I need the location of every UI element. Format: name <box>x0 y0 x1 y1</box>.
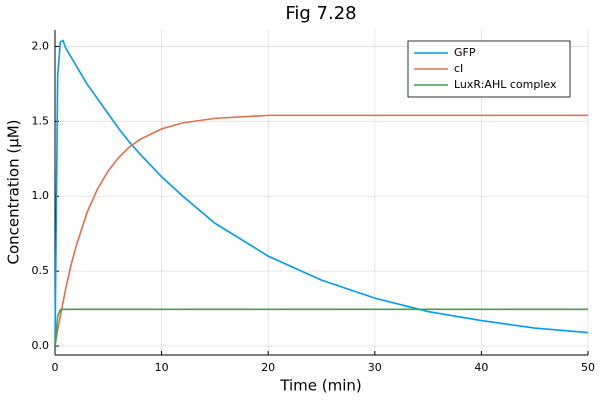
x-tick-label: 0 <box>52 361 59 374</box>
y-axis-label: Concentration (μM) <box>5 119 23 264</box>
legend-label: LuxR:AHL complex <box>454 78 557 91</box>
chart-title: Fig 7.28 <box>285 3 356 24</box>
y-tick-label: 1.5 <box>32 114 50 127</box>
legend-label: cI <box>454 62 463 75</box>
x-axis-label: Time (min) <box>279 377 361 395</box>
y-tick-label: 2.0 <box>32 39 50 52</box>
y-tick-label: 0.5 <box>32 264 50 277</box>
line-series <box>54 39 589 347</box>
x-tick-label: 50 <box>581 361 595 374</box>
line-series <box>54 114 588 347</box>
x-tick-label: 40 <box>474 361 488 374</box>
x-tick-label: 20 <box>261 361 275 374</box>
legend-label: GFP <box>454 46 476 59</box>
y-tick-label: 1.0 <box>32 189 50 202</box>
line-series <box>54 308 588 347</box>
x-tick-label: 30 <box>368 361 382 374</box>
x-tick-label: 10 <box>155 361 169 374</box>
y-tick-label: 0.0 <box>32 339 50 352</box>
